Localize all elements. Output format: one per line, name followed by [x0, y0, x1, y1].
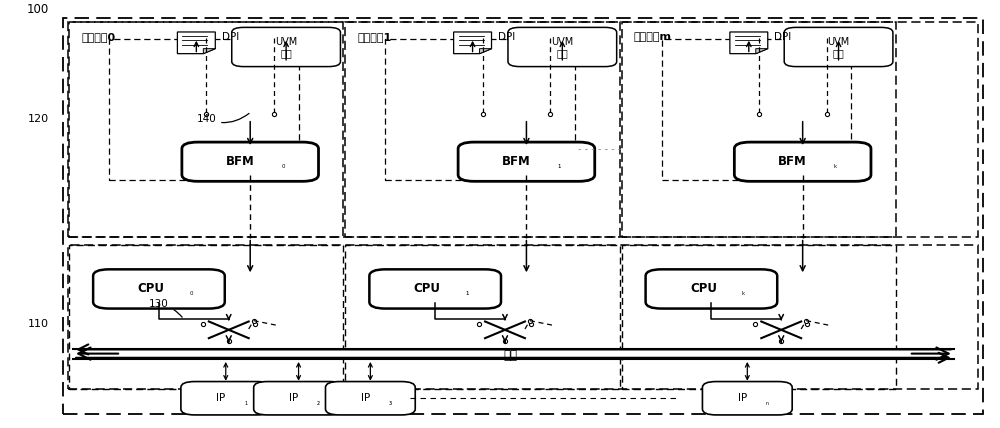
Text: 110: 110: [28, 319, 49, 329]
Text: 测试模块m: 测试模块m: [634, 33, 672, 42]
FancyBboxPatch shape: [254, 381, 343, 415]
Polygon shape: [203, 49, 215, 54]
Text: - - - - - - -: - - - - - - -: [578, 144, 621, 154]
Text: 130: 130: [149, 299, 182, 317]
Text: ₁: ₁: [558, 160, 561, 169]
Text: 测试模块1: 测试模块1: [357, 33, 392, 42]
Polygon shape: [454, 32, 492, 54]
Text: IP: IP: [216, 393, 225, 403]
Text: IP: IP: [738, 393, 747, 403]
Text: ₁: ₁: [465, 288, 469, 297]
Text: CPU: CPU: [690, 282, 717, 295]
Text: 100: 100: [27, 3, 49, 16]
FancyBboxPatch shape: [784, 27, 893, 67]
Bar: [109, 39, 299, 181]
Text: BFM: BFM: [778, 155, 807, 168]
FancyBboxPatch shape: [369, 269, 501, 309]
Text: 测试模块0: 测试模块0: [81, 33, 115, 42]
Bar: [68, 22, 978, 237]
Bar: [73, 348, 954, 359]
Text: ₖ: ₖ: [834, 160, 837, 169]
Text: BFM: BFM: [226, 155, 255, 168]
FancyBboxPatch shape: [458, 142, 595, 181]
FancyBboxPatch shape: [232, 27, 340, 67]
Text: DPI: DPI: [498, 32, 515, 42]
FancyBboxPatch shape: [181, 381, 271, 415]
Text: ₙ: ₙ: [766, 398, 769, 407]
Bar: [345, 22, 620, 237]
Text: UVM: UVM: [551, 36, 573, 47]
Text: ₀: ₀: [281, 160, 285, 169]
FancyBboxPatch shape: [702, 381, 792, 415]
Text: IP: IP: [361, 393, 370, 403]
Text: 用例: 用例: [833, 49, 844, 59]
Text: ₃: ₃: [389, 398, 392, 407]
Text: 140: 140: [196, 113, 249, 124]
Text: CPU: CPU: [414, 282, 441, 295]
Polygon shape: [756, 49, 768, 54]
Bar: [345, 245, 620, 389]
FancyBboxPatch shape: [646, 269, 777, 309]
Bar: [662, 39, 851, 181]
Polygon shape: [177, 32, 215, 54]
Bar: [69, 245, 343, 389]
Polygon shape: [730, 32, 768, 54]
Text: 总线: 总线: [503, 349, 517, 362]
Text: IP: IP: [289, 393, 298, 403]
FancyBboxPatch shape: [325, 381, 415, 415]
Text: 120: 120: [28, 114, 49, 124]
Text: DPI: DPI: [222, 32, 239, 42]
Text: ₀: ₀: [189, 288, 193, 297]
Bar: [385, 39, 575, 181]
FancyBboxPatch shape: [93, 269, 225, 309]
Text: 用例: 用例: [556, 49, 568, 59]
FancyBboxPatch shape: [508, 27, 617, 67]
FancyBboxPatch shape: [182, 142, 319, 181]
FancyBboxPatch shape: [734, 142, 871, 181]
Text: CPU: CPU: [137, 282, 164, 295]
Polygon shape: [480, 49, 492, 54]
Bar: [68, 245, 978, 389]
Text: BFM: BFM: [502, 155, 531, 168]
Text: DPI: DPI: [774, 32, 791, 42]
Text: ₖ: ₖ: [742, 288, 745, 297]
Text: UVM: UVM: [827, 36, 850, 47]
Bar: [622, 245, 896, 389]
Text: 用例: 用例: [280, 49, 292, 59]
Bar: [622, 22, 896, 237]
Text: ₂: ₂: [317, 398, 320, 407]
Text: ₁: ₁: [244, 398, 247, 407]
Bar: [69, 22, 343, 237]
Text: UVM: UVM: [275, 36, 297, 47]
